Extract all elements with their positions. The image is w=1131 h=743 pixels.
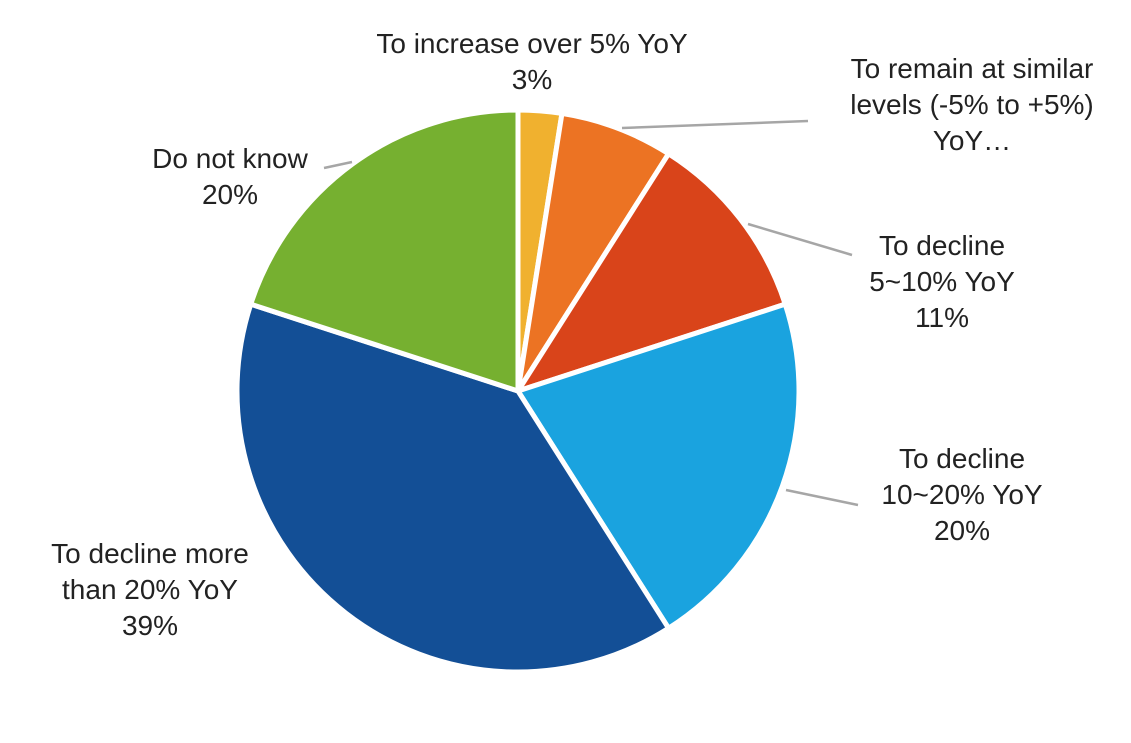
leader-line-remain [621, 119, 809, 130]
leader-line-decline-5-10 [747, 222, 853, 257]
pie-slice-decline-10-20 [515, 301, 802, 631]
slice-value-label: 20% [202, 179, 258, 210]
slice-label-line: 10~20% YoY [881, 479, 1042, 510]
slice-label-line: To remain at similar [851, 53, 1094, 84]
slice-label-decline-5-10: To decline 5~10% YoY 11% [869, 230, 1015, 333]
slice-label-decline-10-20: To decline 10~20% YoY 20% [881, 443, 1042, 546]
slice-value-label: 11% [915, 302, 969, 333]
slice-label-line: To increase over 5% YoY [376, 28, 688, 59]
slice-label-do-not-know: Do not know 20% [152, 143, 308, 210]
slice-labels: To increase over 5% YoY 3% To remain at si… [51, 28, 1094, 641]
pie-slice-decline-5-10 [515, 151, 788, 394]
slice-value-label: 3% [512, 64, 552, 95]
slice-label-decline-more-than-20: To decline more than 20% YoY 39% [51, 538, 249, 641]
leader-line-do-not-know [323, 160, 353, 170]
leader-line-decline-10-20 [785, 488, 859, 507]
pie-slices [234, 107, 802, 675]
slice-label-line: levels (-5% to +5%) [850, 89, 1094, 120]
slice-label-remain-similar: To remain at similar levels (-5% to +5%) Y… [850, 53, 1094, 156]
slice-value-label: 39% [122, 610, 178, 641]
slice-label-line: To decline more [51, 538, 249, 569]
slice-label-line: 5~10% YoY [869, 266, 1015, 297]
leader-lines [323, 119, 859, 507]
slice-value-label: 20% [934, 515, 990, 546]
slice-label-line: Do not know [152, 143, 308, 174]
slice-label-line: YoY… [933, 125, 1011, 156]
pie-slice-do-not-know [248, 107, 521, 394]
pie-slice-decline-more-than-20 [234, 301, 672, 675]
slice-label-line: than 20% YoY [62, 574, 238, 605]
slice-label-line: To decline [899, 443, 1025, 474]
slice-label-increase-over-5: To increase over 5% YoY 3% [376, 28, 688, 95]
slice-label-line: To decline [879, 230, 1005, 261]
